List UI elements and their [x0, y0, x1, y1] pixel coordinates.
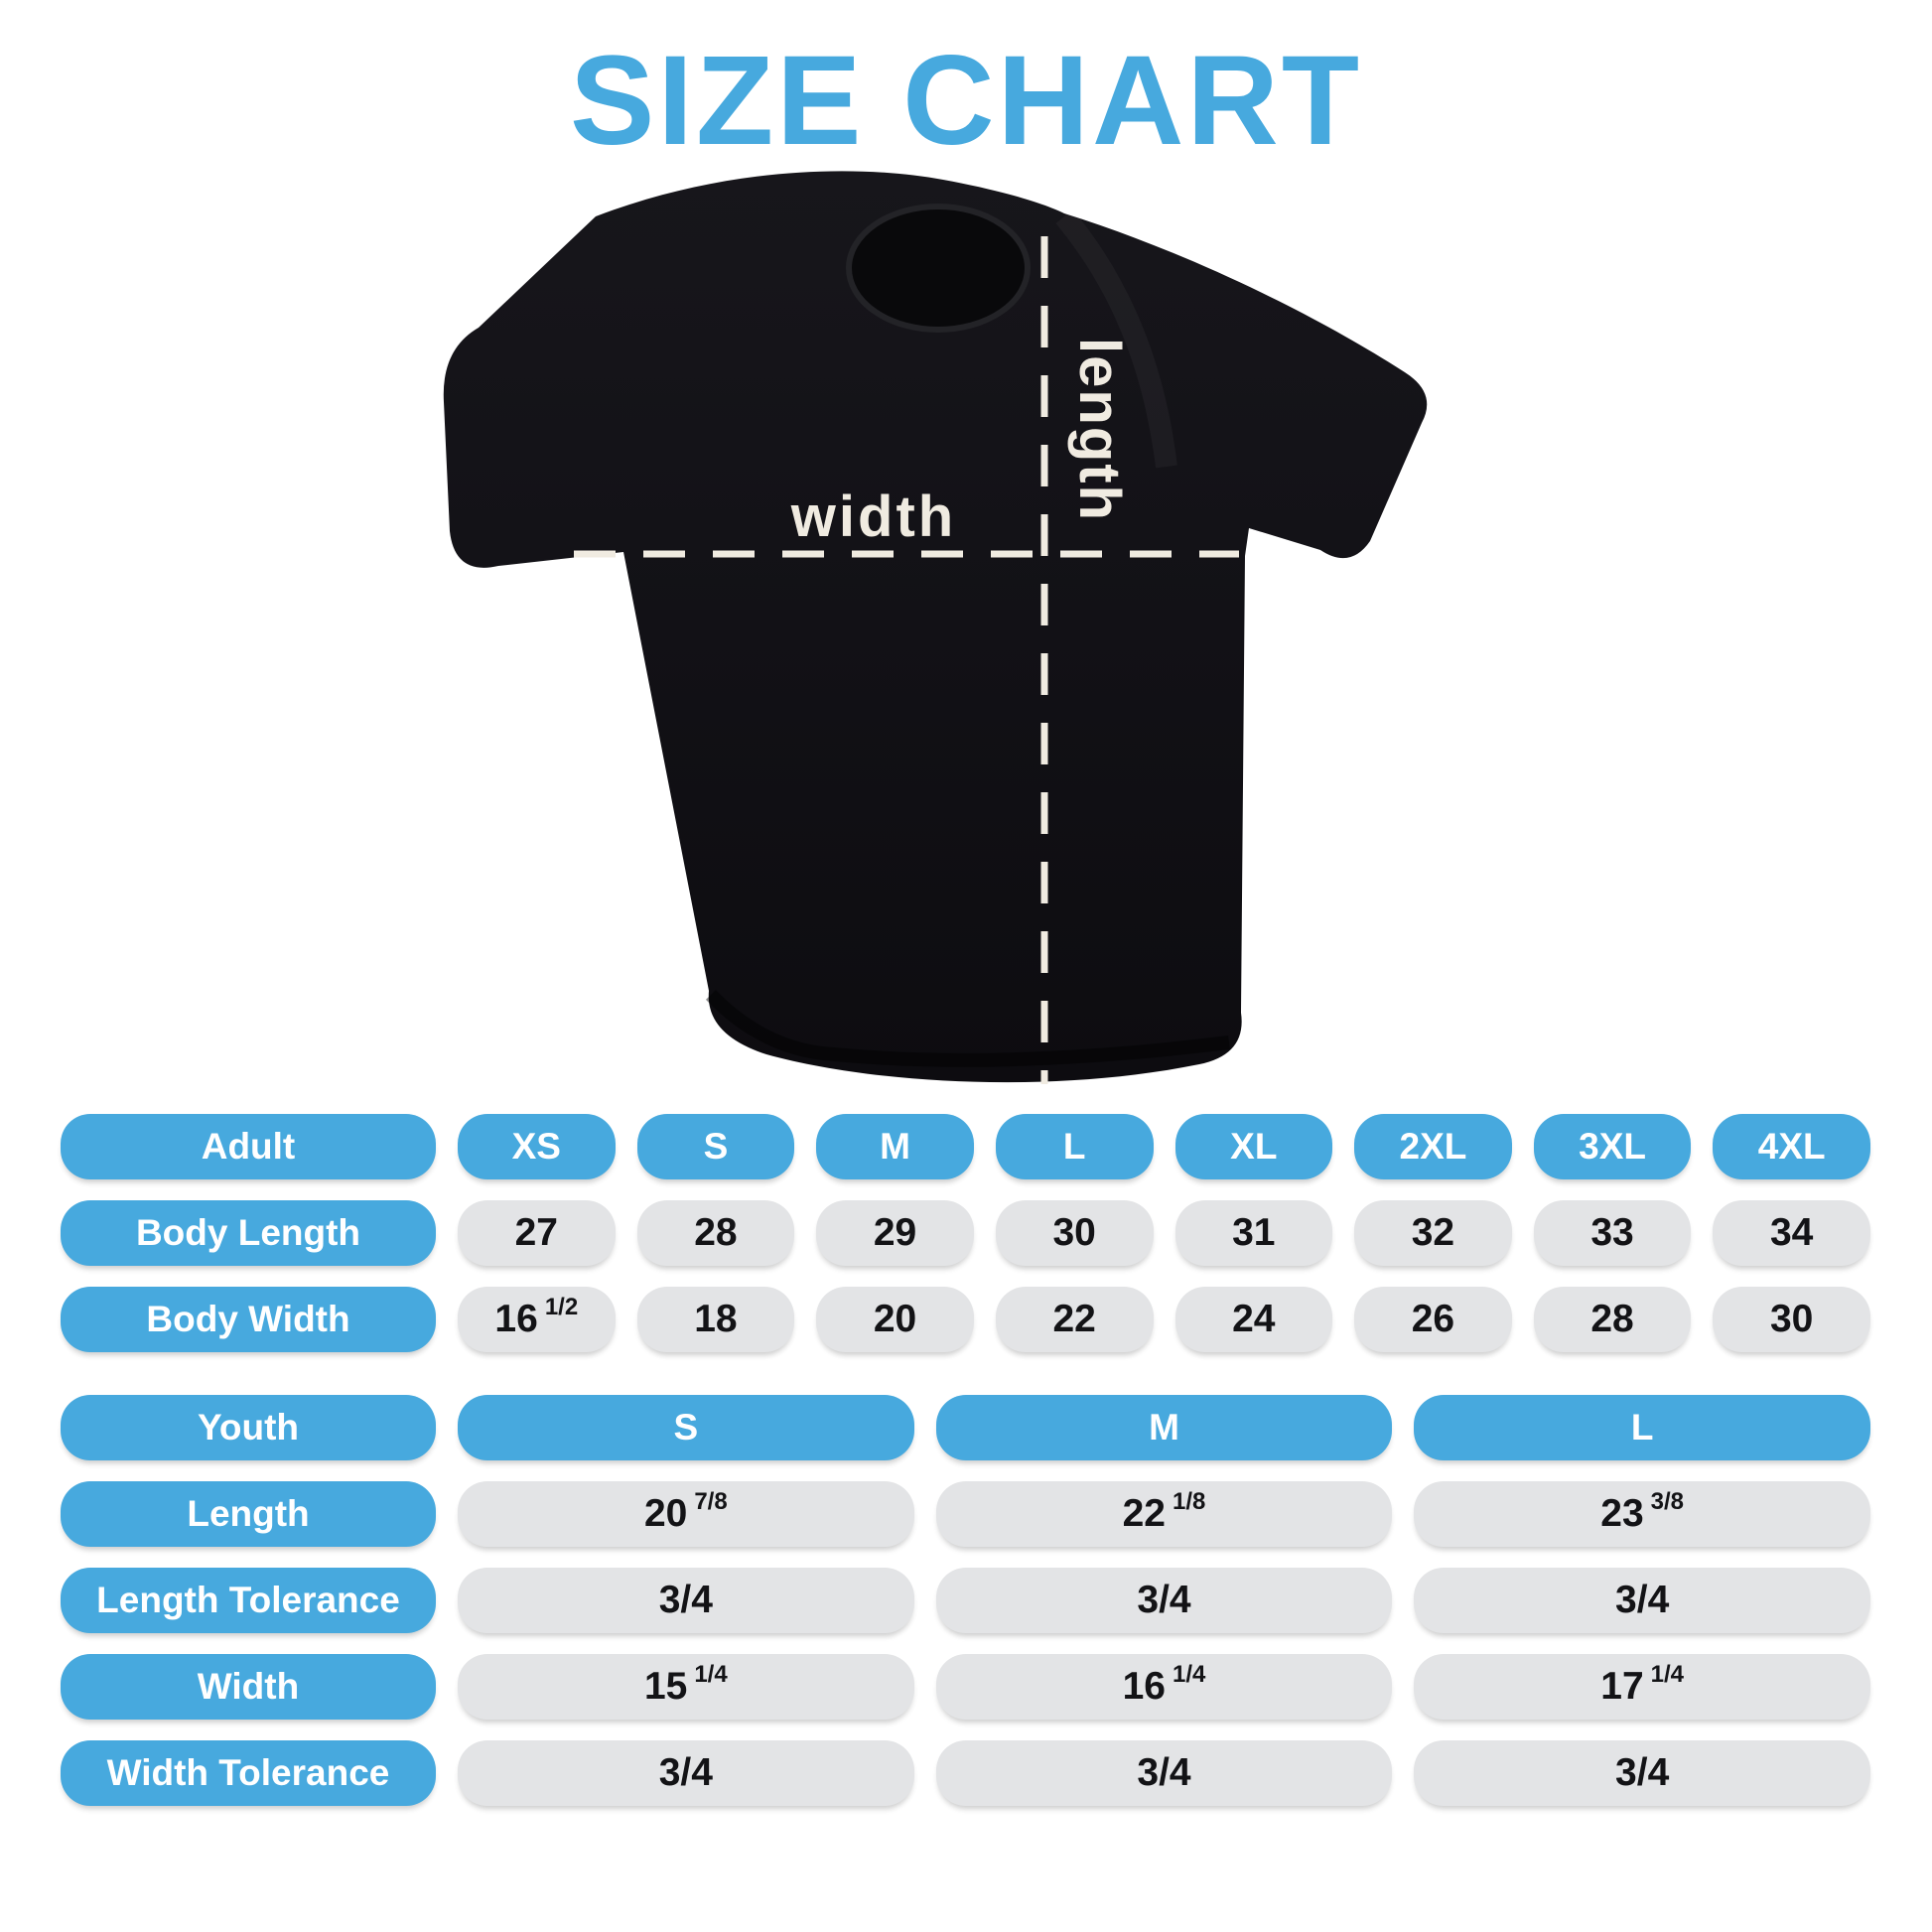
youth-width-value: 17 1/4: [1414, 1654, 1870, 1720]
youth-table-header: Youth: [61, 1395, 436, 1460]
adult-size-header-4xl: 4XL: [1713, 1114, 1870, 1179]
adult-size-header-m: M: [816, 1114, 974, 1179]
adult-size-header-2xl: 2XL: [1354, 1114, 1512, 1179]
body-width-value: 20: [816, 1287, 974, 1352]
adult-size-header-xs: XS: [458, 1114, 616, 1179]
youth-width-tolerance-value: 3/4: [1414, 1740, 1870, 1806]
body-length-value: 34: [1713, 1200, 1870, 1266]
body-width-value: 22: [995, 1287, 1154, 1352]
adult-size-header-3xl: 3XL: [1533, 1114, 1692, 1179]
row-label-length-tolerance: Length Tolerance: [61, 1568, 436, 1633]
adult-size-header-s: S: [636, 1114, 795, 1179]
tshirt-collar-rim: [846, 204, 1031, 333]
youth-length-value: 22 1/8: [935, 1481, 1393, 1547]
adult-size-header-xl: XL: [1174, 1114, 1333, 1179]
tshirt-neck-opening: [849, 208, 1028, 332]
tshirt-hem-fold: [705, 990, 1230, 1067]
youth-size-header-l: L: [1414, 1395, 1870, 1460]
length-label: length: [1067, 338, 1132, 522]
youth-width-tolerance-value: 3/4: [458, 1740, 914, 1806]
tshirt-body: [443, 171, 1428, 1083]
body-length-value: 28: [636, 1200, 795, 1266]
adult-size-header-l: L: [995, 1114, 1154, 1179]
adult-size-table: Adult XS S M L XL 2XL 3XL 4XL Body Lengt…: [61, 1114, 1870, 1352]
youth-width-tolerance-value: 3/4: [935, 1740, 1393, 1806]
body-length-value: 32: [1354, 1200, 1512, 1266]
body-length-value: 29: [816, 1200, 974, 1266]
body-width-value: 28: [1533, 1287, 1692, 1352]
body-width-value: 16 1/2: [458, 1287, 616, 1352]
body-width-value: 26: [1354, 1287, 1512, 1352]
youth-width-value: 16 1/4: [935, 1654, 1393, 1720]
tshirt-sleeve-crease: [1055, 208, 1177, 469]
youth-width-value: 15 1/4: [458, 1654, 914, 1720]
adult-table-header: Adult: [61, 1114, 436, 1179]
row-label-width-tolerance: Width Tolerance: [61, 1740, 436, 1806]
body-length-value: 31: [1174, 1200, 1333, 1266]
youth-length-tolerance-value: 3/4: [935, 1568, 1393, 1633]
youth-length-tolerance-value: 3/4: [458, 1568, 914, 1633]
body-length-value: 30: [995, 1200, 1154, 1266]
body-width-value: 24: [1174, 1287, 1333, 1352]
body-width-value: 18: [636, 1287, 795, 1352]
row-label-width: Width: [61, 1654, 436, 1720]
body-length-value: 33: [1533, 1200, 1692, 1266]
body-length-value: 27: [458, 1200, 616, 1266]
page-title: SIZE CHART: [570, 30, 1362, 172]
youth-length-tolerance-value: 3/4: [1414, 1568, 1870, 1633]
row-label-body-width: Body Width: [61, 1287, 436, 1352]
body-width-value: 30: [1713, 1287, 1870, 1352]
youth-length-value: 23 3/8: [1414, 1481, 1870, 1547]
row-label-length: Length: [61, 1481, 436, 1547]
youth-size-header-m: M: [935, 1395, 1393, 1460]
youth-length-value: 20 7/8: [458, 1481, 914, 1547]
width-label: width: [790, 484, 956, 549]
youth-size-table: Youth S M L Length 20 7/8 22 1/8 23 3/8 Len…: [61, 1395, 1870, 1806]
youth-size-header-s: S: [458, 1395, 914, 1460]
row-label-body-length: Body Length: [61, 1200, 436, 1266]
